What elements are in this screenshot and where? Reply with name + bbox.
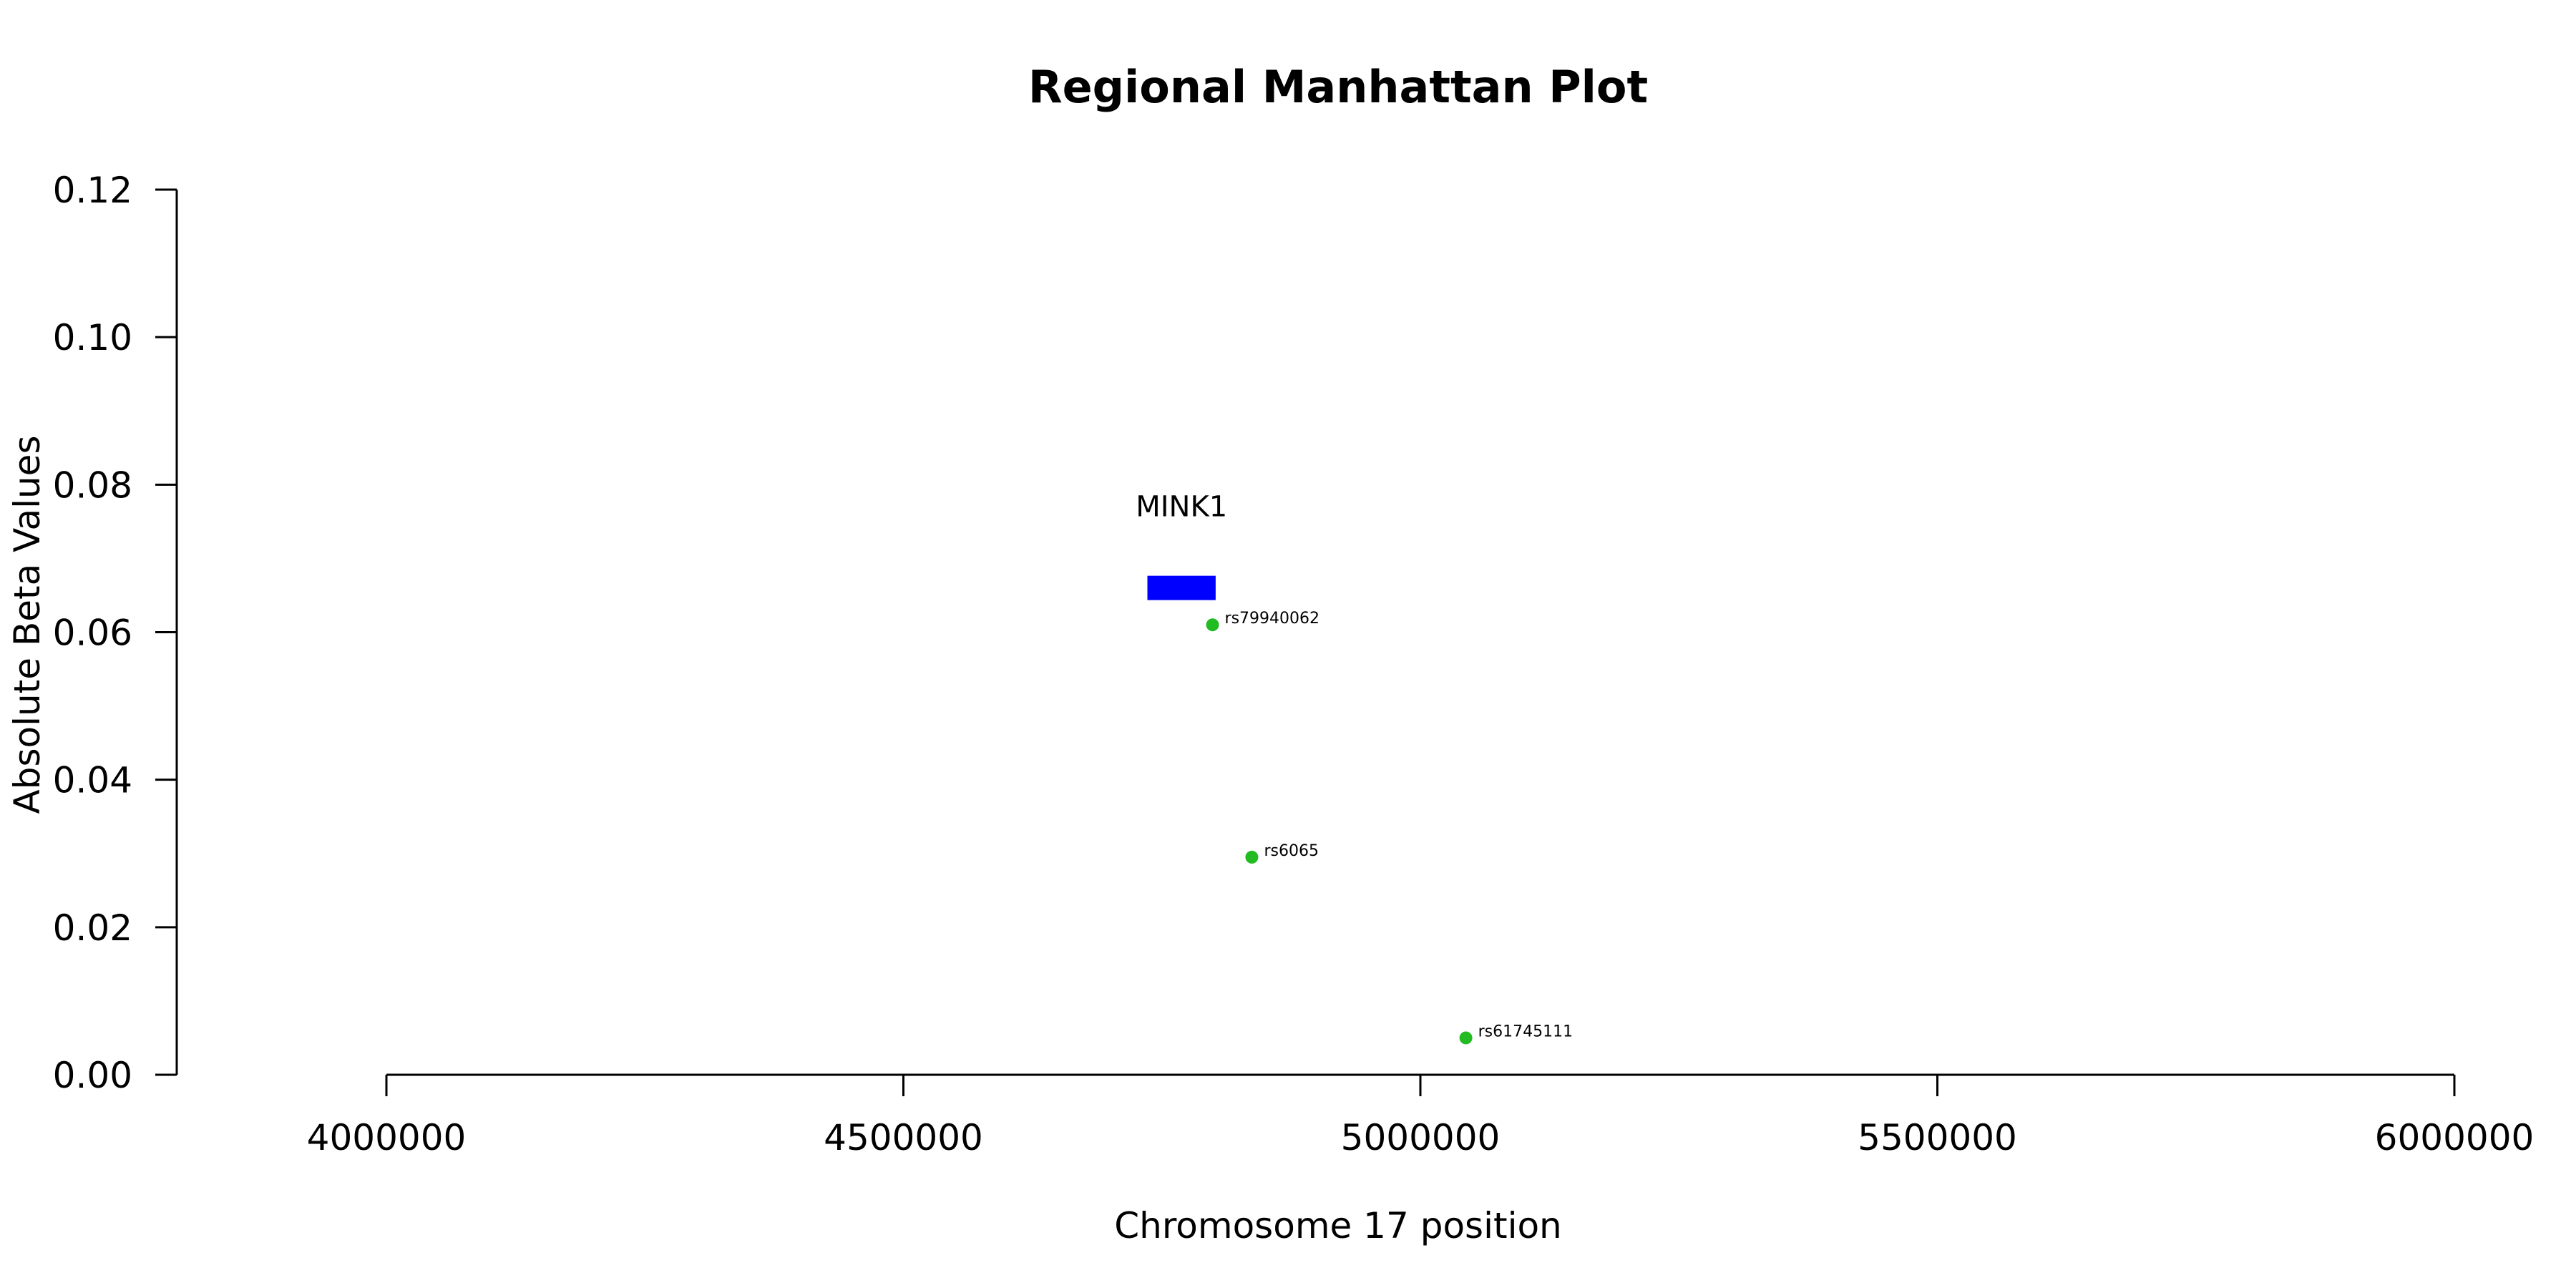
gene-layer: MINK1 [1136,491,1227,600]
snp-point-layer: rs79940062 rs6065 rs61745111 [1206,610,1573,1045]
y-tick-label: 0.04 [53,760,132,801]
y-tick-label: 0.10 [53,317,132,358]
x-tick-label: 4500000 [824,1117,983,1158]
y-tick-label: 0.08 [53,464,132,506]
x-axis: 4000000 4500000 5000000 5500000 6000000 [307,1073,2534,1158]
y-axis: 0.00 0.02 0.04 0.06 0.08 0.10 0.12 [53,170,178,1096]
snp-label: rs61745111 [1478,1023,1573,1040]
x-tick-label: 6000000 [2375,1117,2534,1158]
snp-point [1459,1031,1473,1045]
x-tick-label: 5000000 [1341,1117,1501,1158]
snp-label: rs79940062 [1225,610,1319,628]
snp-point [1206,618,1219,632]
x-axis-label: Chromosome 17 position [1114,1205,1562,1246]
x-tick-label: 4000000 [307,1117,467,1158]
y-axis-label: Absolute Beta Values [6,436,48,814]
snp-point [1245,850,1259,864]
snp-label: rs6065 [1264,842,1319,860]
x-tick-label: 5500000 [1858,1117,2017,1158]
gene-label: MINK1 [1136,491,1227,524]
y-tick-label: 0.02 [53,907,132,949]
y-tick-label: 0.12 [53,170,132,211]
y-tick-label: 0.00 [53,1055,132,1096]
chart-title: Regional Manhattan Plot [1028,61,1648,113]
y-tick-label: 0.06 [53,613,132,654]
gene-bar [1147,575,1216,600]
